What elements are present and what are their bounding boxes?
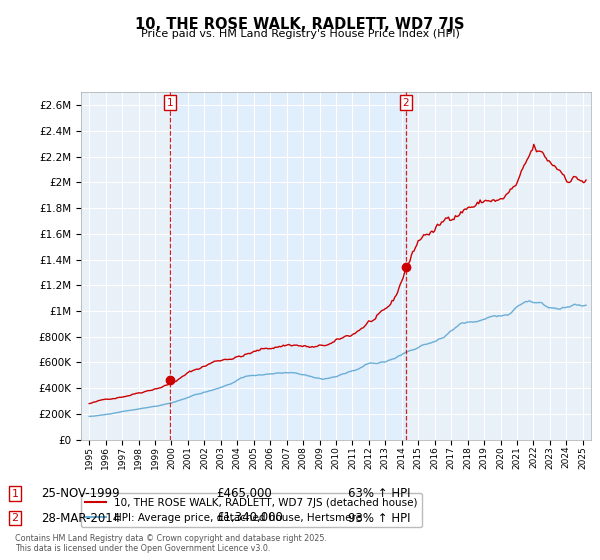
Text: 25-NOV-1999: 25-NOV-1999: [41, 487, 119, 501]
Legend: 10, THE ROSE WALK, RADLETT, WD7 7JS (detached house), HPI: Average price, detach: 10, THE ROSE WALK, RADLETT, WD7 7JS (det…: [81, 493, 422, 527]
Text: 1: 1: [167, 97, 173, 108]
Text: 2: 2: [11, 513, 19, 523]
Text: 1: 1: [11, 489, 19, 499]
Text: 63% ↑ HPI: 63% ↑ HPI: [348, 487, 410, 501]
Text: 2: 2: [403, 97, 409, 108]
Text: 28-MAR-2014: 28-MAR-2014: [41, 511, 120, 525]
Text: 93% ↑ HPI: 93% ↑ HPI: [348, 511, 410, 525]
Text: £1,340,000: £1,340,000: [216, 511, 283, 525]
Text: 10, THE ROSE WALK, RADLETT, WD7 7JS: 10, THE ROSE WALK, RADLETT, WD7 7JS: [135, 17, 465, 32]
Text: Price paid vs. HM Land Registry's House Price Index (HPI): Price paid vs. HM Land Registry's House …: [140, 29, 460, 39]
Bar: [170, 92, 406, 440]
Text: £465,000: £465,000: [216, 487, 272, 501]
Text: Contains HM Land Registry data © Crown copyright and database right 2025.
This d: Contains HM Land Registry data © Crown c…: [15, 534, 327, 553]
